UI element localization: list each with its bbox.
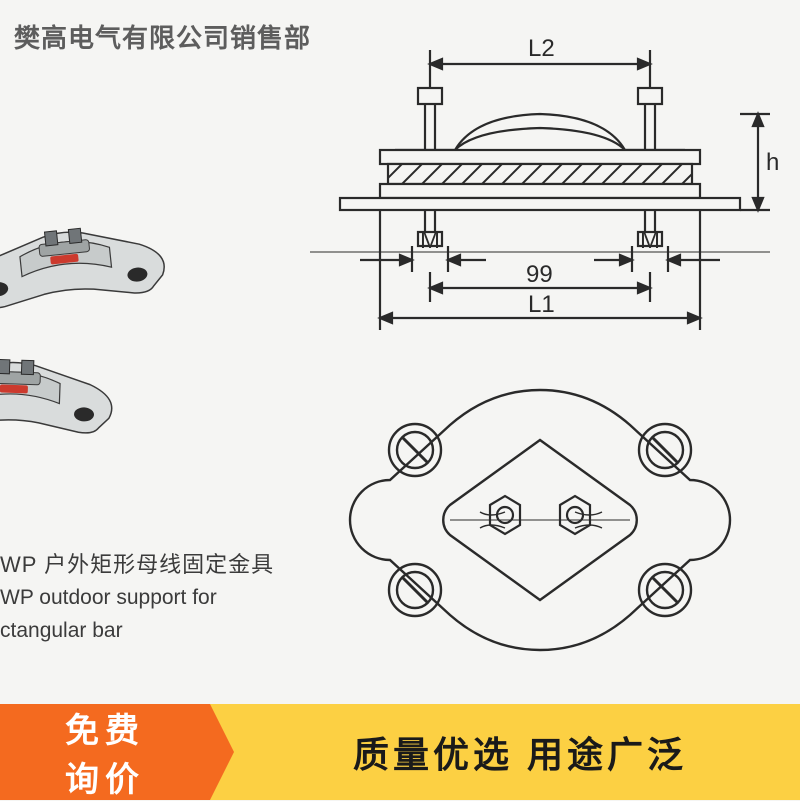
footer-cta-line2: 询价 [65, 752, 145, 801]
label-l1: L1 [528, 291, 555, 318]
caption-cn: WP 户外矩形母线固定金具 [0, 548, 280, 582]
footer-cta-line1: 免费 [65, 703, 145, 752]
page-content: 樊高电气有限公司销售部 [0, 0, 800, 800]
top-engineering-diagram: L2 [300, 20, 780, 340]
label-99: 99 [526, 261, 553, 288]
clamp-photo-bottom [0, 316, 132, 454]
product-photo-area [0, 160, 240, 540]
footer-banner: 免费 询价 质量优选 用途广泛 [0, 704, 800, 800]
footer-cta[interactable]: 免费 询价 [0, 704, 210, 800]
label-m-right: M [640, 227, 660, 254]
caption-en-line1: WP outdoor support for [0, 582, 280, 615]
watermark-text: 樊高电气有限公司销售部 [14, 18, 311, 55]
bottom-engineering-diagram [330, 370, 750, 700]
caption-cn-text: 户外矩形母线固定金具 [44, 552, 274, 577]
caption-cn-prefix: WP [0, 552, 37, 577]
label-m-left: M [420, 227, 440, 254]
caption-block: WP 户外矩形母线固定金具 WP outdoor support for cta… [0, 548, 280, 647]
caption-en-line2: ctangular bar [0, 615, 280, 648]
label-l2: L2 [528, 35, 555, 62]
label-h: h [766, 149, 779, 176]
footer-slogan: 质量优选 用途广泛 [210, 704, 800, 800]
clamp-photo-top [0, 178, 186, 331]
